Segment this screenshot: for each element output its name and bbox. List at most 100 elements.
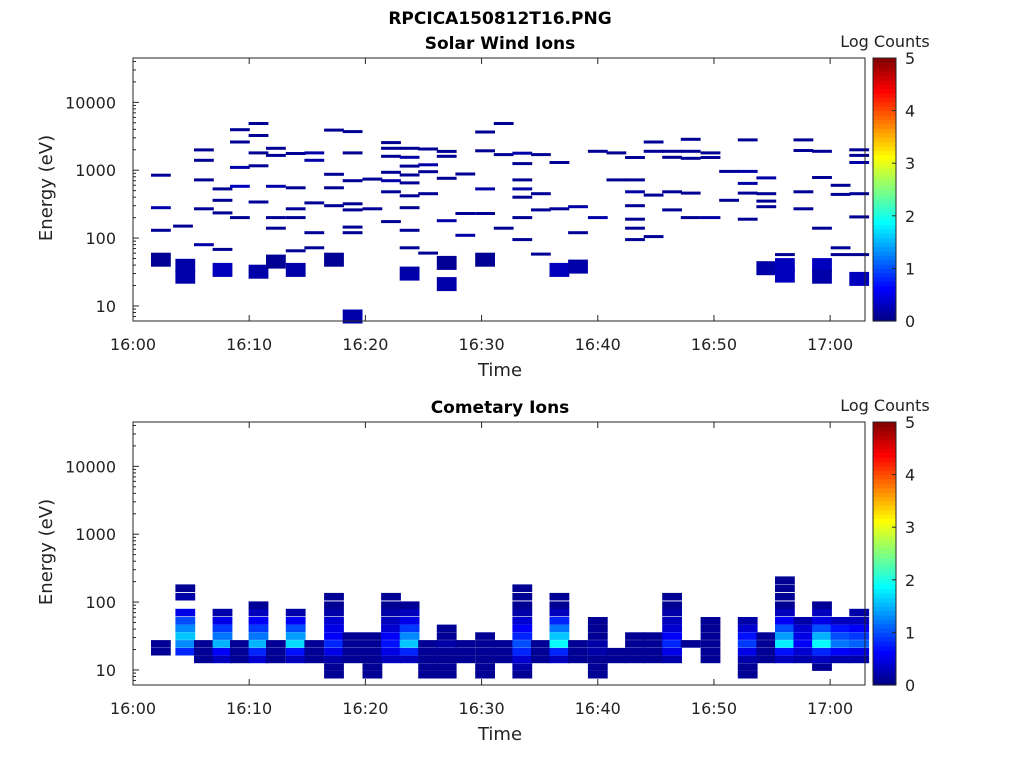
solar-wind-cell xyxy=(625,190,645,194)
solar-wind-cell xyxy=(587,149,608,153)
cometary-cell xyxy=(512,670,533,679)
cometary-cell xyxy=(625,647,645,656)
solar-wind-colorbar-segment xyxy=(873,193,896,199)
solar-wind-colorbar-segment xyxy=(873,211,896,217)
solar-wind-colorbar-segment xyxy=(873,132,896,138)
cometary-cell xyxy=(700,640,721,648)
solar-wind-colorbar-segment xyxy=(873,202,896,208)
solar-wind-cell xyxy=(531,252,551,256)
solar-wind-cell xyxy=(475,149,495,153)
solar-wind-cell xyxy=(399,266,420,281)
solar-wind-colorbar-segment xyxy=(873,303,896,309)
solar-wind-colorbar-segment xyxy=(873,58,896,63)
cometary-cell xyxy=(849,617,870,625)
solar-wind-colorbar-tick-label: 2 xyxy=(905,207,915,226)
figure-title: RPCICA150812T16.PNG xyxy=(388,9,611,29)
cometary-cell xyxy=(212,647,233,656)
cometary-colorbar-segment xyxy=(873,478,896,484)
solar-wind-colorbar-segment xyxy=(873,242,896,248)
cometary-cell xyxy=(775,624,795,633)
cometary-cell xyxy=(324,647,344,656)
cometary-cell xyxy=(549,655,570,664)
solar-wind-cell xyxy=(475,252,495,267)
cometary-cell xyxy=(700,617,721,625)
cometary-cell xyxy=(175,592,196,601)
solar-wind-cell xyxy=(700,156,721,159)
cometary-cell xyxy=(266,640,286,648)
cometary-cell xyxy=(324,617,344,625)
solar-wind-cell xyxy=(194,178,214,182)
cometary-cell xyxy=(212,655,233,664)
solar-wind-colorbar-tick-label: 5 xyxy=(905,49,915,68)
solar-wind-cell xyxy=(700,216,721,220)
solar-wind-cell xyxy=(266,216,286,220)
solar-wind-ytick-label: 10 xyxy=(96,297,116,316)
solar-wind-colorbar-segment xyxy=(873,79,896,85)
solar-wind-cell xyxy=(830,246,851,250)
solar-wind-cell xyxy=(830,183,851,187)
solar-wind-cell xyxy=(266,226,286,230)
cometary-cell xyxy=(362,670,383,679)
cometary-cell xyxy=(381,655,401,664)
solar-wind-cell xyxy=(342,202,363,206)
solar-wind-cell xyxy=(606,178,627,182)
cometary-cell xyxy=(304,647,325,656)
solar-wind-cell xyxy=(756,192,777,196)
cometary-colorbar-segment xyxy=(873,448,896,454)
solar-wind-colorbar-segment xyxy=(873,106,896,112)
cometary-cell xyxy=(737,655,758,664)
cometary-cell xyxy=(531,655,551,664)
cometary-colorbar-segment xyxy=(873,667,896,673)
cometary-colorbar-segment xyxy=(873,592,896,598)
cometary-cell xyxy=(212,632,233,640)
cometary-colorbar-segment xyxy=(873,597,896,603)
cometary-cell xyxy=(512,608,533,617)
cometary-colorbar-segment xyxy=(873,628,896,633)
solar-wind-colorbar-segment xyxy=(873,97,896,103)
cometary-ytick-label: 10000 xyxy=(65,457,116,476)
cometary-cell xyxy=(175,640,196,648)
solar-wind-cell xyxy=(455,233,476,237)
solar-wind-cell xyxy=(212,262,233,277)
solar-wind-colorbar-segment xyxy=(873,154,896,160)
cometary-xtick-label: 16:20 xyxy=(342,699,388,718)
cometary-cell xyxy=(436,640,457,648)
cometary-cell xyxy=(775,584,795,592)
cometary-cell xyxy=(418,670,438,679)
solar-wind-cell xyxy=(399,181,420,185)
solar-wind-cell xyxy=(304,246,325,250)
solar-wind-plot-frame xyxy=(132,57,866,322)
solar-wind-cell xyxy=(399,146,420,150)
cometary-cell xyxy=(212,608,233,617)
cometary-colorbar-segment xyxy=(873,680,896,686)
cometary-cell xyxy=(381,632,401,640)
cometary-colorbar-segment xyxy=(873,465,896,471)
cometary-cell xyxy=(212,624,233,633)
cometary-cell xyxy=(606,655,627,664)
cometary-colorbar-segment xyxy=(873,522,896,528)
cometary-cell xyxy=(549,640,570,648)
solar-wind-cell xyxy=(324,252,344,267)
solar-wind-xtick-label: 16:30 xyxy=(459,335,505,354)
cometary-cell xyxy=(512,663,533,671)
cometary-cell xyxy=(324,655,344,664)
cometary-cell xyxy=(662,608,682,617)
solar-wind-colorbar-segment xyxy=(873,224,896,230)
solar-wind-colorbar-segment xyxy=(873,145,896,151)
cometary-cell xyxy=(436,655,457,664)
cometary-cell xyxy=(266,655,286,664)
cometary-cell xyxy=(475,670,495,679)
cometary-cell xyxy=(549,608,570,617)
cometary-cell xyxy=(587,663,608,671)
solar-wind-colorbar-label: Log Counts xyxy=(840,32,930,51)
solar-wind-colorbar-segment xyxy=(873,128,896,134)
cometary-cell xyxy=(812,624,832,633)
cometary-cell xyxy=(643,647,664,656)
solar-wind-cell xyxy=(531,192,551,196)
cometary-cell xyxy=(775,576,795,584)
solar-wind-colorbar-segment xyxy=(873,268,896,274)
cometary-cell xyxy=(342,632,363,640)
solar-wind-cell xyxy=(849,148,870,152)
cometary-colorbar-segment xyxy=(873,426,896,432)
solar-wind-cell xyxy=(248,134,269,137)
